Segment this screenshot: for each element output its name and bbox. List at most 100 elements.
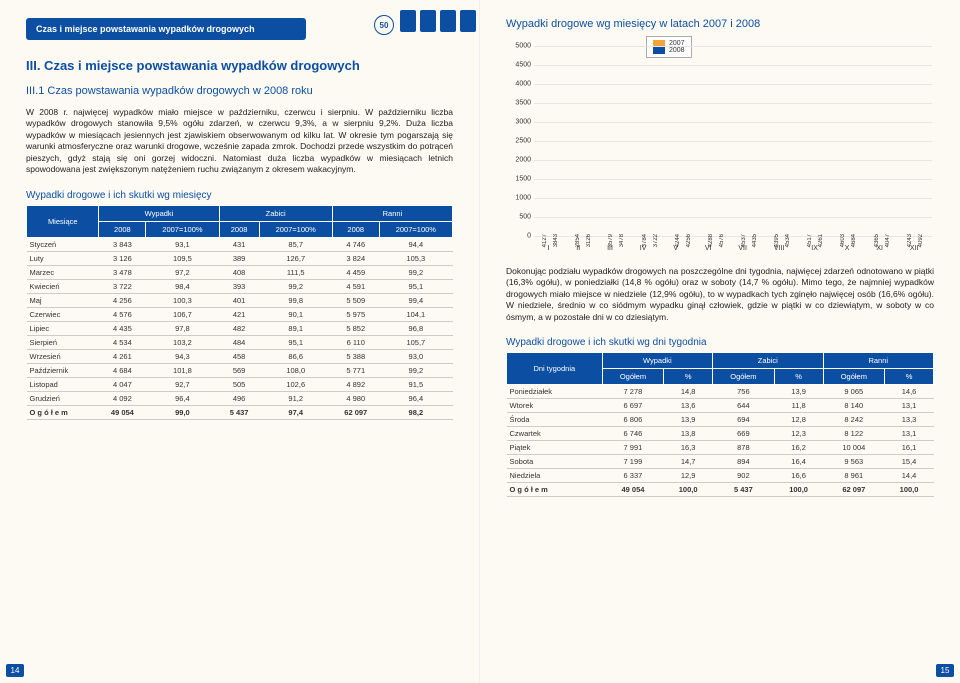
cell: 14,4 <box>885 469 934 483</box>
cell: 484 <box>219 335 259 349</box>
cell: 6 110 <box>332 335 379 349</box>
cell: 9 065 <box>823 385 885 399</box>
th-pct: 2007=100% <box>379 221 452 237</box>
cell: 3 478 <box>99 265 146 279</box>
cell: 8 122 <box>823 427 885 441</box>
cell: 62 097 <box>823 483 885 497</box>
cell: 6 337 <box>602 469 664 483</box>
cell: 4 591 <box>332 279 379 293</box>
cell: Lipiec <box>27 321 99 335</box>
cell: 97,8 <box>146 321 219 335</box>
th-2008: 2008 <box>99 221 146 237</box>
th-pct: 2007=100% <box>146 221 219 237</box>
cell: 13,8 <box>664 427 713 441</box>
icon-pill <box>420 10 436 32</box>
cell: 14,6 <box>885 385 934 399</box>
cell: 99,8 <box>259 293 332 307</box>
cell: 98,4 <box>146 279 219 293</box>
table-row: Październik4 684101,8569108,05 77199,2 <box>27 363 453 377</box>
cell: 10 004 <box>823 441 885 455</box>
table-row: Maj4 256100,340199,85 50999,4 <box>27 293 453 307</box>
cell: 12,9 <box>664 469 713 483</box>
cell: O g ó ł e m <box>27 405 99 419</box>
th-month: Miesiące <box>27 205 99 237</box>
cell: 4 684 <box>99 363 146 377</box>
cell: 569 <box>219 363 259 377</box>
cell: 49 054 <box>99 405 146 419</box>
cell: Maj <box>27 293 99 307</box>
cell: 756 <box>713 385 775 399</box>
y-tick-label: 4500 <box>515 62 531 69</box>
cell: 126,7 <box>259 251 332 265</box>
th-pct: % <box>885 369 934 385</box>
cell: 91,5 <box>379 377 452 391</box>
cell: 431 <box>219 237 259 251</box>
cell: 496 <box>219 391 259 405</box>
cell: 16,2 <box>774 441 823 455</box>
cell: 100,0 <box>885 483 934 497</box>
cell: 13,3 <box>885 413 934 427</box>
cell: 16,4 <box>774 455 823 469</box>
cell: O g ó ł e m <box>507 483 603 497</box>
cell: 8 961 <box>823 469 885 483</box>
cell: Sobota <box>507 455 603 469</box>
icon-pill <box>400 10 416 32</box>
cell: 105,3 <box>379 251 452 265</box>
th-og: Ogółem <box>823 369 885 385</box>
cell: Grudzień <box>27 391 99 405</box>
cell: 13,1 <box>885 427 934 441</box>
th-ranni: Ranni <box>332 205 452 221</box>
th-day: Dni tygodnia <box>507 353 603 385</box>
cell: 12,3 <box>774 427 823 441</box>
table-row: Styczeń3 84393,143185,74 74694,4 <box>27 237 453 251</box>
cell: 644 <box>713 399 775 413</box>
table-row: Czerwiec4 576106,742190,15 975104,1 <box>27 307 453 321</box>
cell: 16,6 <box>774 469 823 483</box>
cell: 505 <box>219 377 259 391</box>
table-row: Marzec3 47897,2408111,54 45999,2 <box>27 265 453 279</box>
y-tick-label: 1000 <box>515 195 531 202</box>
cell: 5 852 <box>332 321 379 335</box>
page-number-left: 14 <box>6 664 24 677</box>
body-text: W 2008 r. najwięcej wypadków miało miejs… <box>26 107 453 176</box>
th-pct: 2007=100% <box>259 221 332 237</box>
table-title: Wypadki drogowe i ich skutki wg dni tygo… <box>506 337 934 348</box>
icon-pill <box>440 10 456 32</box>
cell: Poniedziałek <box>507 385 603 399</box>
cell: Czwartek <box>507 427 603 441</box>
cell: 13,9 <box>774 385 823 399</box>
table-months: Miesiące Wypadki Zabici Ranni 2008 2007=… <box>26 205 453 420</box>
section-title: III. Czas i miejsce powstawania wypadków… <box>26 58 453 73</box>
y-axis-labels: 0500100015002000250030003500400045005000 <box>506 46 534 236</box>
cell: 4 256 <box>99 293 146 307</box>
cell: 4 459 <box>332 265 379 279</box>
x-tick-label: IX <box>811 245 818 252</box>
cell: Kwiecień <box>27 279 99 293</box>
cell: 4 980 <box>332 391 379 405</box>
cell: 5 509 <box>332 293 379 307</box>
cell: 15,4 <box>885 455 934 469</box>
cell: 4 435 <box>99 321 146 335</box>
table-days: Dni tygodnia Wypadki Zabici Ranni Ogółem… <box>506 352 934 497</box>
th-og: Ogółem <box>602 369 664 385</box>
cell: 92,7 <box>146 377 219 391</box>
chart-area: 4127384328543126357934783784372242444256… <box>534 46 932 236</box>
cell: 14,8 <box>664 385 713 399</box>
table-row: Grudzień4 09296,449691,24 98096,4 <box>27 391 453 405</box>
cell: 4 534 <box>99 335 146 349</box>
page-right: Wypadki drogowe wg miesięcy w latach 200… <box>480 0 960 683</box>
cell: Sierpień <box>27 335 99 349</box>
y-tick-label: 0 <box>527 233 531 240</box>
cell: Wrzesień <box>27 349 99 363</box>
paragraph: Dokonując podziału wypadków drogowych na… <box>506 266 934 323</box>
cell: Środa <box>507 413 603 427</box>
x-axis-labels: IIIIIIIVVVIVIIVIIIIXXXIXII <box>534 245 932 252</box>
cell: 96,4 <box>146 391 219 405</box>
body-text: Dokonując podziału wypadków drogowych na… <box>506 266 934 323</box>
cell: 99,2 <box>259 279 332 293</box>
cell: 100,0 <box>774 483 823 497</box>
cell: 99,2 <box>379 265 452 279</box>
cell: 408 <box>219 265 259 279</box>
cell: 4 892 <box>332 377 379 391</box>
table-row: Sierpień4 534103,248495,16 110105,7 <box>27 335 453 349</box>
